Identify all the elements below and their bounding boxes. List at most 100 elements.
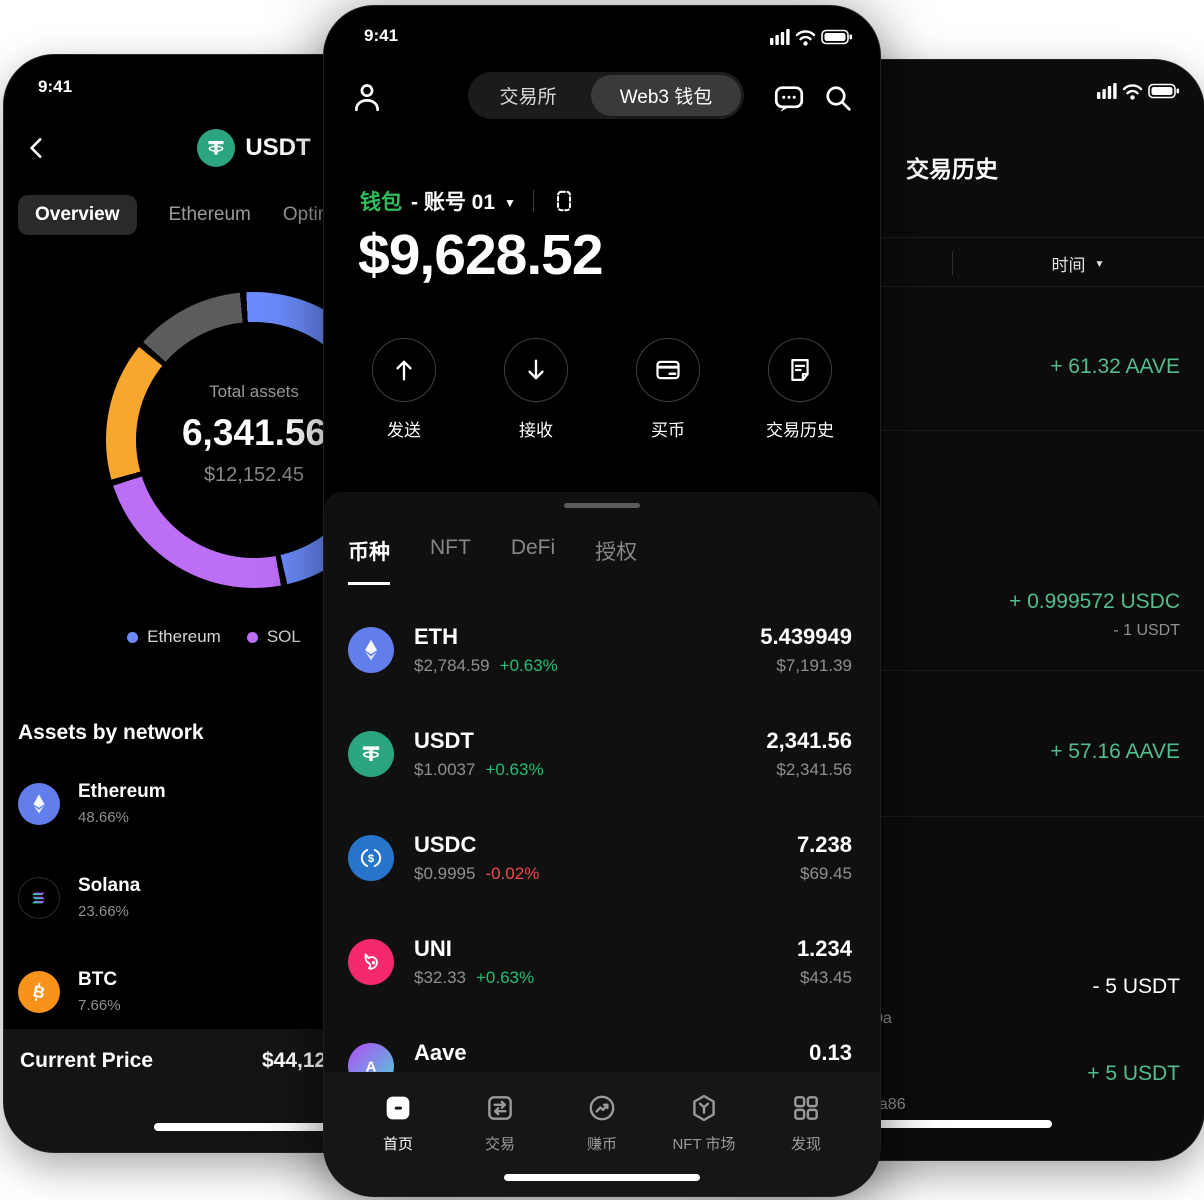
asset-tabs: 币种 NFT DeFi 授权: [348, 536, 637, 585]
home-indicator[interactable]: [504, 1174, 700, 1181]
token-price: $1.0037: [414, 760, 476, 779]
wallet-account-selector[interactable]: 钱包 - 账号 01 ▼: [360, 186, 577, 216]
tab-approvals[interactable]: 授权: [595, 541, 638, 564]
token-fiat: $7,191.39: [776, 656, 852, 675]
status-icons: [770, 26, 854, 50]
tab-nft[interactable]: NFT: [430, 536, 471, 559]
token-amount: 2,341.56: [766, 728, 852, 753]
nav-discover[interactable]: 发现: [758, 1072, 854, 1196]
nav-nft-market[interactable]: NFT 市场: [656, 1072, 752, 1196]
divider: [532, 190, 534, 212]
person-icon: [355, 84, 379, 112]
status-icons: [1097, 80, 1181, 104]
tx-amount[interactable]: + 0.999572 USDC: [1008, 590, 1180, 613]
token-row-uni[interactable]: UNI $32.33 +0.63% 1.234 $43.45: [348, 912, 852, 1012]
search-icon: [826, 86, 851, 111]
tx-amount[interactable]: - 5 USDT: [1092, 975, 1180, 998]
network-name: BTC: [78, 969, 118, 990]
back-button[interactable]: [24, 135, 50, 161]
svg-text:A: A: [366, 1058, 377, 1075]
token-fiat: $69.45: [800, 864, 852, 883]
discover-icon: [794, 1096, 818, 1120]
page-title: USDT: [245, 134, 311, 161]
search-button[interactable]: [822, 82, 854, 114]
tab-coins[interactable]: 币种: [348, 536, 390, 585]
receive-button[interactable]: 接收: [486, 338, 586, 441]
tx-sub-amount: - 1 USDT: [1113, 622, 1180, 639]
segment-exchange[interactable]: 交易所: [499, 87, 557, 108]
tx-amount[interactable]: + 5 USDT: [1087, 1062, 1180, 1085]
drag-handle[interactable]: [564, 503, 640, 508]
donut-center-value: 6,341.56: [181, 412, 327, 453]
row-divider: [700, 670, 1204, 671]
filter-divider: [952, 251, 953, 275]
chevron-down-icon: ▼: [504, 195, 516, 210]
token-row-usdt[interactable]: USDT $1.0037 +0.63% 2,341.56 $2,341.56: [348, 704, 852, 804]
tab-ethereum[interactable]: Ethereum: [168, 204, 251, 225]
usdc-icon: $: [348, 835, 394, 881]
token-change: -0.02%: [485, 864, 540, 883]
scan-icon[interactable]: [551, 188, 577, 214]
token-row-usdc[interactable]: $ USDC $0.9995 -0.02% 7.238 $69.45: [348, 808, 852, 908]
token-symbol: USDT: [414, 728, 474, 753]
network-name: Solana: [78, 875, 141, 896]
wifi-icon: [795, 30, 816, 41]
network-row-solana[interactable]: Solana 23.66%: [18, 875, 140, 920]
svg-text:$: $: [368, 853, 375, 865]
wallet-label: 钱包: [360, 191, 402, 214]
bitcoin-icon: B: [18, 970, 60, 1013]
tx-amount[interactable]: + 61.32 AAVE: [1050, 355, 1180, 378]
token-change: +0.63%: [499, 656, 558, 675]
history-button[interactable]: 交易历史: [750, 338, 850, 441]
network-tabs: Overview Ethereum Optimism: [18, 195, 363, 235]
legend-sol: SOL: [246, 627, 301, 647]
card-icon: [636, 338, 700, 402]
home-indicator[interactable]: [154, 1123, 354, 1131]
token-amount: 0.13: [809, 1040, 852, 1065]
ethereum-icon: [18, 782, 60, 825]
send-button[interactable]: 发送: [354, 338, 454, 441]
token-price: $32.33: [414, 968, 466, 987]
tab-defi[interactable]: DeFi: [510, 536, 556, 559]
buy-crypto-button[interactable]: 买币: [618, 338, 718, 441]
token-change: +0.63%: [476, 968, 535, 987]
token-row-eth[interactable]: ETH $2,784.59 +0.63% 5.439949 $7,191.39: [348, 600, 852, 700]
usdt-icon: [348, 731, 394, 777]
donut-center-label: Total assets: [209, 382, 299, 401]
token-fiat: $2,341.56: [776, 760, 852, 779]
status-time: 9:41: [364, 26, 399, 45]
token-price: $0.9995: [414, 864, 476, 883]
trade-icon: [488, 1096, 512, 1120]
profile-button[interactable]: [350, 80, 384, 114]
tx-amount[interactable]: + 57.16 AAVE: [1050, 740, 1180, 763]
token-fiat: $43.45: [800, 968, 852, 987]
segmented-control: 交易所 Web3 钱包: [468, 72, 744, 119]
donut-center-fiat: $12,152.45: [203, 464, 305, 486]
action-buttons: 发送 接收 买币 交易历史: [354, 338, 850, 441]
earn-icon: [589, 1095, 615, 1121]
row-divider: [700, 816, 1204, 817]
token-amount: 1.234: [796, 936, 852, 961]
network-row-btc[interactable]: B BTC 7.66%: [18, 969, 121, 1014]
segment-web3-wallet[interactable]: Web3 钱包: [591, 75, 741, 116]
chevron-left-icon: [30, 138, 42, 158]
nav-home[interactable]: 首页: [350, 1072, 446, 1196]
token-symbol: UNI: [414, 936, 452, 961]
chat-button[interactable]: [772, 82, 806, 116]
network-row-ethereum[interactable]: Ethereum 48.66%: [18, 781, 166, 826]
page-title: 交易历史: [906, 156, 998, 182]
tab-overview[interactable]: Overview: [18, 195, 137, 235]
battery-icon: [1148, 83, 1180, 99]
center-phone-wallet-home: 9:41 交易所 Web3 钱包 钱包 - 账号 01 ▼: [324, 6, 880, 1196]
arrow-up-icon: [372, 338, 436, 402]
nav-trade[interactable]: 交易: [452, 1072, 548, 1196]
assets-by-network-heading: Assets by network: [18, 721, 204, 744]
time-filter[interactable]: 时间 ▼: [1051, 255, 1105, 275]
nft-icon: [693, 1094, 715, 1122]
token-symbol: ETH: [414, 624, 458, 649]
nav-earn[interactable]: 赚币: [554, 1072, 650, 1196]
home-indicator[interactable]: [852, 1120, 1052, 1128]
current-price-label: Current Price: [20, 1049, 154, 1072]
home-icon: [386, 1096, 410, 1120]
